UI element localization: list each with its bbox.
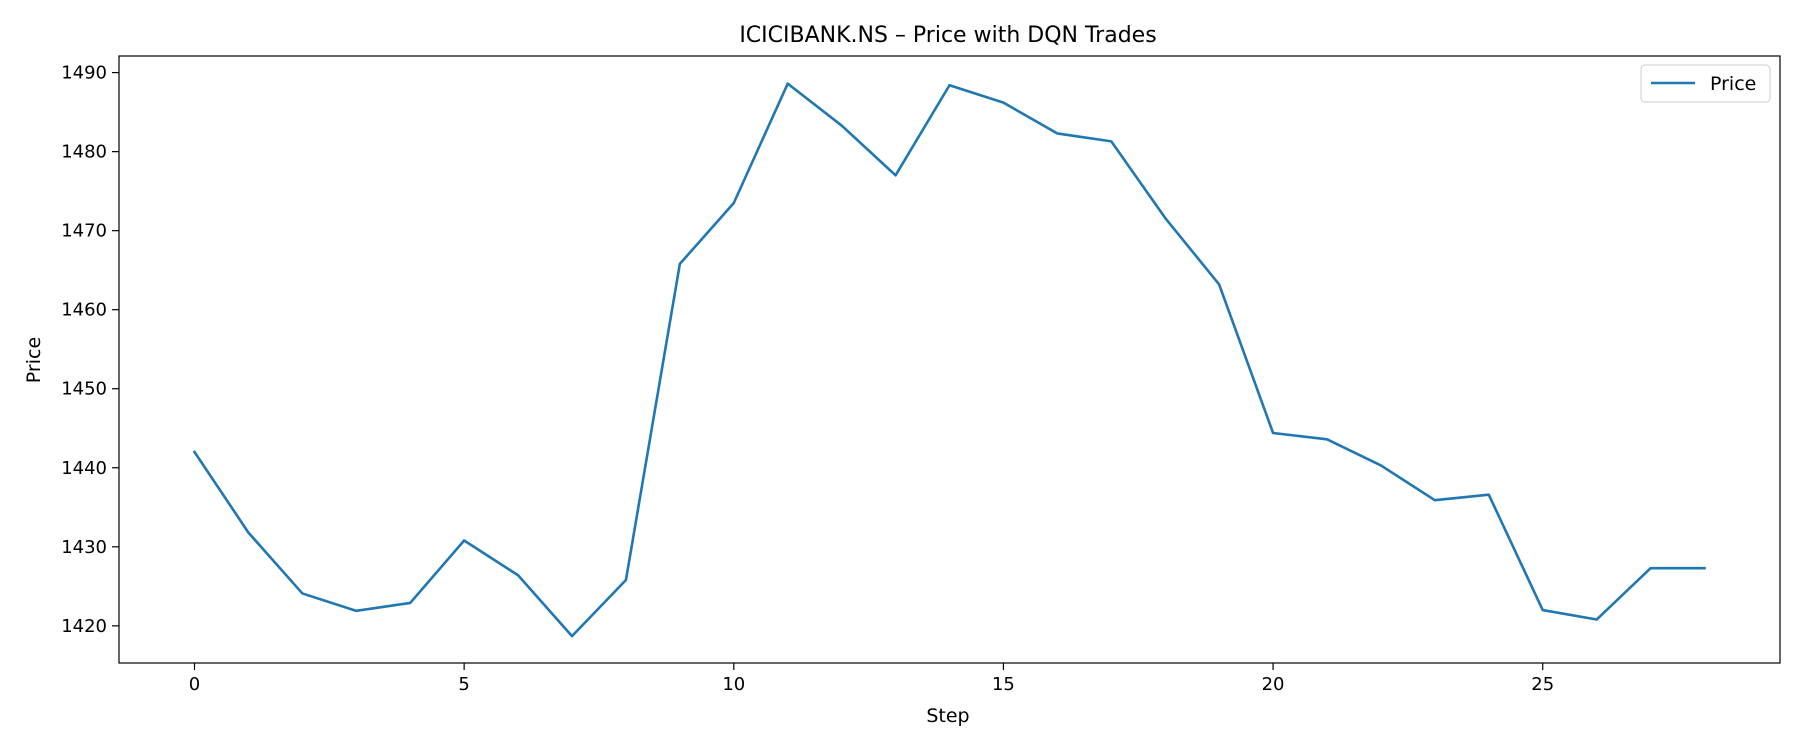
axis-ticks: 0 5 10 15 20 25 1420 1430 1440 1450 1460 1470 1480 14… (61, 63, 1554, 695)
x-tick-label: 25 (1531, 674, 1554, 695)
x-tick-label: 20 (1262, 674, 1285, 695)
y-axis-title: Price (23, 337, 45, 383)
chart-title: ICICIBANK.NS – Price with DQN Trades (739, 23, 1156, 48)
series-layer (192, 82, 1706, 638)
x-tick-label: 15 (992, 674, 1015, 695)
y-tick-label: 1480 (61, 142, 107, 163)
y-tick-label: 1440 (61, 458, 107, 479)
legend: Price (1640, 64, 1771, 103)
plot-area (118, 55, 1781, 664)
legend-label-price: Price (1710, 73, 1756, 95)
legend-box (1640, 64, 1771, 103)
y-tick-label: 1450 (61, 379, 107, 400)
y-tick-label: 1420 (61, 616, 107, 637)
y-tick-label: 1490 (61, 63, 107, 84)
y-tick-label: 1460 (61, 300, 107, 321)
series-line-price (192, 82, 1706, 638)
x-tick-label: 10 (722, 674, 745, 695)
y-tick-label: 1470 (61, 221, 107, 242)
x-axis-title: Step (926, 705, 969, 727)
x-tick-label: 0 (189, 674, 200, 695)
y-tick-label: 1430 (61, 537, 107, 558)
x-tick-label: 5 (458, 674, 469, 695)
